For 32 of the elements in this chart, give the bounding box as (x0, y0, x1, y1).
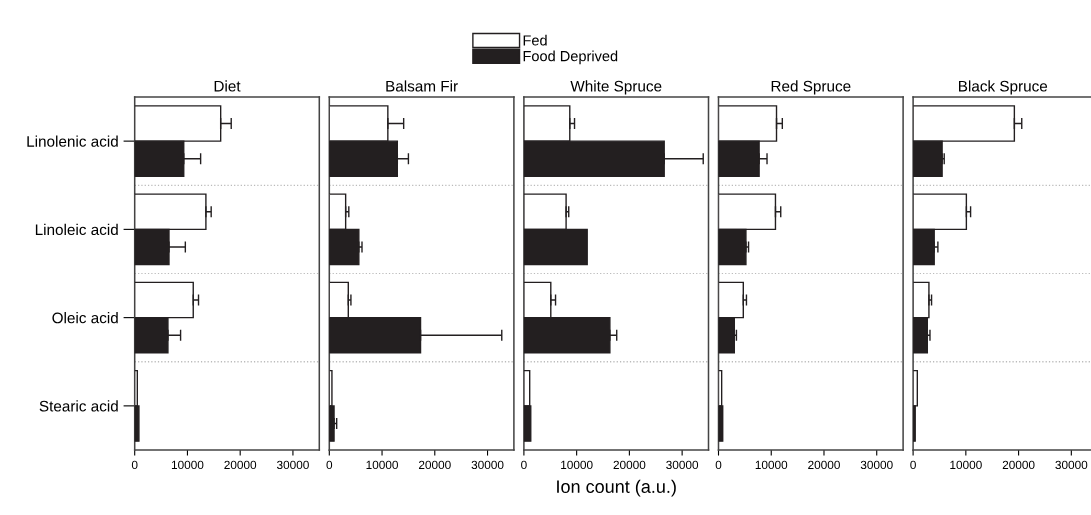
x-tick-label: 20000 (224, 460, 257, 470)
chart-title: Diet (214, 80, 241, 92)
chart-title: Red Spruce (771, 80, 851, 95)
x-axis-title: Ion count (a.u.) (557, 479, 676, 497)
x-tick-label: 20000 (418, 460, 451, 470)
y-tick-label: Linoleic acid (35, 223, 118, 236)
x-tick-label: 10000 (950, 460, 982, 470)
x-tick-label: 30000 (1055, 460, 1088, 470)
x-tick-label: 0 (715, 460, 722, 470)
y-tick-label: Oleic acid (52, 312, 118, 324)
x-tick-label: 20000 (1002, 460, 1035, 470)
x-tick-label: 30000 (860, 460, 893, 470)
x-tick-label: 10000 (171, 460, 204, 470)
x-tick-label: 30000 (276, 460, 309, 470)
x-tick-label: 10000 (755, 460, 788, 470)
x-tick-label: 0 (326, 460, 333, 470)
legend-label: Food Deprived (523, 50, 618, 65)
y-tick-label: Stearic acid (39, 400, 118, 412)
x-tick-label: 10000 (561, 460, 593, 470)
chart-title: Black Spruce (959, 80, 1048, 95)
x-tick-label: 30000 (471, 460, 504, 470)
x-tick-label: 20000 (613, 460, 646, 470)
x-tick-label: 0 (910, 460, 916, 470)
y-tick-label: Linolenic acid (27, 135, 118, 147)
chart-title: White Spruce (570, 80, 662, 95)
x-tick-label: 30000 (666, 460, 699, 470)
x-tick-label: 20000 (808, 460, 840, 470)
chart-title: Balsam Fir (386, 80, 458, 92)
x-tick-label: 0 (521, 460, 527, 470)
x-tick-label: 0 (131, 460, 138, 470)
x-tick-label: 10000 (366, 460, 398, 470)
legend-label: Fed (523, 34, 547, 46)
